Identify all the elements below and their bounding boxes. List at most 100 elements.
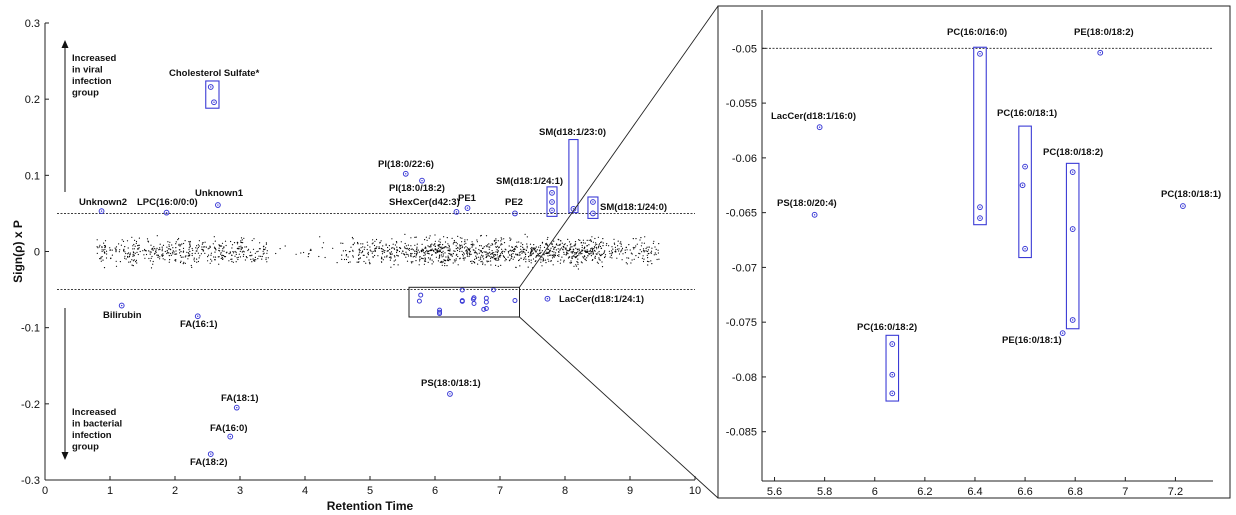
background-point — [532, 258, 535, 260]
background-point — [518, 241, 520, 243]
background-point — [197, 252, 199, 254]
background-point — [520, 242, 522, 244]
zoom-point-label: PC(16:0/16:0) — [947, 27, 1007, 38]
background-point — [487, 254, 489, 256]
background-point — [182, 256, 184, 258]
background-point — [431, 263, 433, 265]
background-point — [221, 242, 224, 244]
background-point — [372, 256, 374, 258]
background-point — [404, 247, 406, 249]
background-point — [511, 246, 513, 248]
background-point — [180, 244, 182, 246]
background-point — [610, 254, 613, 256]
background-point — [483, 246, 485, 248]
background-point — [374, 249, 376, 251]
background-point — [144, 257, 146, 259]
background-point — [587, 251, 589, 253]
background-point — [530, 251, 532, 254]
background-point — [415, 260, 417, 262]
background-point — [248, 248, 250, 250]
background-point — [242, 255, 244, 257]
background-point — [104, 248, 106, 250]
background-point — [613, 238, 615, 240]
background-point — [391, 247, 393, 249]
zoom-point — [1069, 317, 1076, 323]
background-point — [172, 250, 174, 252]
background-point — [492, 244, 494, 246]
background-point — [504, 248, 506, 250]
background-point — [496, 254, 498, 256]
background-point — [647, 253, 649, 255]
background-point — [145, 250, 147, 252]
highlight-point — [402, 170, 409, 177]
background-point — [132, 255, 134, 257]
background-point — [179, 261, 182, 264]
main-point-labels: Cholesterol Sulfate*Unknown2 LPC(16:0/0:0… — [79, 68, 667, 468]
background-point — [420, 250, 422, 252]
background-point — [462, 252, 465, 254]
background-point — [183, 242, 185, 245]
background-point — [431, 243, 433, 245]
background-point — [358, 251, 361, 253]
background-point — [480, 245, 482, 247]
background-point — [440, 254, 442, 256]
background-point — [239, 256, 241, 258]
background-point — [159, 256, 161, 258]
highlight-point — [512, 210, 518, 217]
background-point — [162, 258, 164, 260]
background-point — [480, 235, 482, 237]
background-point — [597, 247, 600, 249]
background-point — [419, 258, 421, 260]
highlight-point-center — [546, 298, 549, 300]
main-y-tick-label: 0.2 — [25, 94, 40, 106]
background-point — [519, 265, 521, 267]
background-point — [202, 249, 204, 251]
background-point — [448, 250, 450, 252]
background-point — [204, 246, 206, 248]
background-point — [503, 256, 506, 258]
background-point — [468, 252, 471, 254]
background-point — [467, 252, 469, 254]
background-point — [452, 253, 454, 255]
background-point — [412, 261, 414, 263]
highlight-point-center — [551, 192, 553, 194]
background-point — [169, 259, 171, 261]
background-point — [563, 259, 565, 261]
background-point — [222, 254, 224, 256]
background-point — [573, 265, 575, 267]
background-point — [601, 241, 603, 243]
background-point — [172, 253, 174, 255]
zoom-point-center — [1071, 228, 1074, 230]
background-point — [530, 259, 532, 261]
background-point — [131, 264, 133, 266]
background-point — [550, 260, 552, 262]
background-point — [182, 251, 184, 253]
background-point — [553, 255, 555, 258]
background-point — [469, 247, 471, 249]
background-point — [522, 244, 524, 246]
zoom-point-label: PC(16:0/18:1) — [997, 108, 1057, 119]
background-point — [500, 243, 502, 245]
background-point — [415, 254, 417, 256]
background-point — [438, 245, 440, 247]
background-point — [188, 241, 190, 243]
background-point — [423, 252, 425, 254]
background-point — [136, 251, 138, 253]
highlight-point-center — [121, 304, 123, 307]
background-point — [194, 252, 196, 254]
background-point — [341, 258, 343, 260]
background-point — [581, 246, 583, 249]
background-point — [240, 237, 243, 239]
background-point — [478, 248, 480, 251]
background-point — [134, 245, 136, 247]
background-point — [134, 252, 136, 254]
background-point — [459, 237, 461, 239]
background-point — [471, 246, 473, 248]
background-point — [502, 250, 504, 252]
background-point — [133, 248, 135, 250]
background-point — [586, 245, 588, 247]
zoom-region-point — [437, 311, 443, 317]
background-point — [137, 248, 139, 250]
background-point — [353, 242, 356, 244]
background-point — [380, 261, 383, 263]
